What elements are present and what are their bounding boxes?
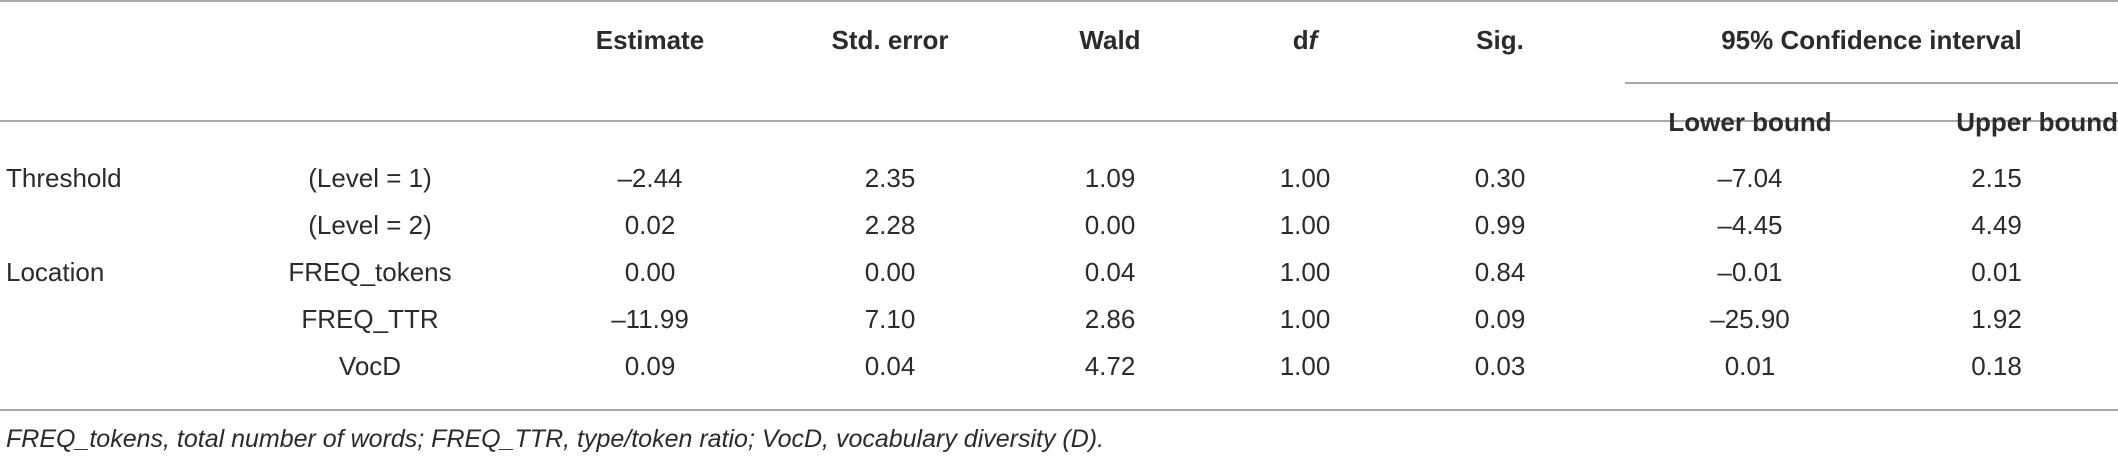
ci-rule [1625,82,2118,84]
cell-lower-bound: –4.45 [1717,210,1783,240]
cell-std-error: 2.35 [864,163,916,193]
cell-lower-bound: –25.90 [1710,304,1790,334]
cell-sig: 0.99 [1474,210,1526,240]
cell-sig: 0.09 [1474,304,1526,334]
cell-wald: 2.86 [1084,304,1136,334]
header-df-d: d [1292,25,1309,55]
cell-estimate: –11.99 [611,304,689,334]
cell-estimate: –2.44 [617,163,683,193]
bottom-rule [0,409,2118,411]
cell-upper-bound: 1.92 [1971,304,2022,334]
cell-wald: 4.72 [1084,351,1136,381]
row-sub-label: (Level = 2) [308,210,432,240]
header-lower-bound: Lower bound [1668,107,1832,137]
cell-wald: 1.09 [1084,163,1136,193]
header-bottom-rule [0,120,2118,122]
cell-wald: 0.04 [1084,257,1136,287]
cell-df: 1.00 [1279,210,1331,240]
header-sig: Sig. [1476,25,1524,55]
cell-upper-bound: 2.15 [1971,163,2022,193]
cell-lower-bound: 0.01 [1724,351,1776,381]
cell-wald: 0.00 [1084,210,1136,240]
cell-sig: 0.03 [1474,351,1526,381]
cell-std-error: 7.10 [864,304,916,334]
cell-sig: 0.30 [1474,163,1526,193]
cell-lower-bound: –7.04 [1717,163,1783,193]
table-footnote: FREQ_tokens, total number of words; FREQ… [6,425,1105,453]
cell-estimate: 0.02 [624,210,676,240]
cell-df: 1.00 [1279,163,1331,193]
top-rule [0,0,2118,2]
row-sub-label: FREQ_TTR [301,304,439,334]
cell-std-error: 0.00 [864,257,916,287]
cell-lower-bound: –0.01 [1717,257,1783,287]
cell-estimate: 0.09 [624,351,676,381]
header-std-error: Std. error [831,25,949,55]
cell-std-error: 0.04 [864,351,916,381]
row-group-label: Threshold [6,163,122,193]
cell-df: 1.00 [1279,304,1331,334]
cell-df: 1.00 [1279,257,1331,287]
row-sub-label: (Level = 1) [308,163,432,193]
header-estimate: Estimate [595,25,705,55]
cell-upper-bound: 4.49 [1971,210,2022,240]
header-df-f: f [1308,25,1318,55]
cell-std-error: 2.28 [864,210,916,240]
cell-df: 1.00 [1279,351,1331,381]
row-group-label: Location [6,257,105,287]
row-sub-label: VocD [338,351,402,381]
header-confidence-interval: 95% Confidence interval [1721,25,2022,55]
cell-upper-bound: 0.01 [1971,257,2022,287]
header-df: df [1210,25,1400,55]
cell-upper-bound: 0.18 [1971,351,2022,381]
cell-estimate: 0.00 [624,257,676,287]
row-sub-label: FREQ_tokens [288,257,452,287]
header-wald: Wald [1079,25,1141,55]
cell-sig: 0.84 [1474,257,1526,287]
header-upper-bound: Upper bound [1956,107,2118,137]
